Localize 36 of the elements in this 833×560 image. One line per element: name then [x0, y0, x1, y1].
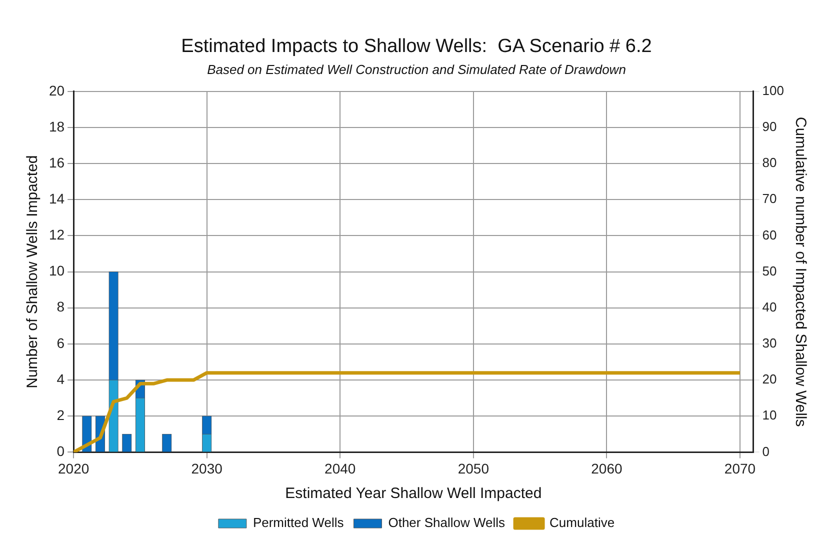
x-axis-title: Estimated Year Shallow Well Impacted — [285, 485, 542, 502]
y-tick-label: 0 — [56, 443, 65, 460]
x-tick-label: 2040 — [324, 460, 356, 476]
y-tick-label: 16 — [48, 154, 65, 170]
legend-label: Cumulative — [550, 515, 615, 530]
y-tick-label: 10 — [48, 262, 65, 279]
y-tick-label: 6 — [56, 334, 65, 351]
y2-tick-label: 80 — [762, 155, 777, 170]
y2-tick-label: 40 — [762, 299, 777, 314]
y-axis-title: Number of Shallow Wells Impacted — [24, 155, 42, 388]
y-tick-label: 2 — [56, 406, 65, 423]
legend-label: Permitted Wells — [252, 515, 344, 530]
chart-subtitle: Based on Estimated Well Construction and Simulated Rate of Drawdown — [206, 62, 627, 77]
y2-tick-label: 0 — [762, 444, 770, 459]
x-tick-label: 2020 — [58, 460, 90, 476]
y2-tick-label: 90 — [762, 119, 777, 134]
x-tick-label: 2070 — [724, 460, 756, 476]
y2-tick-label: 70 — [762, 191, 777, 206]
legend-label: Other Shallow Wells — [388, 515, 506, 530]
y2-tick-label: 50 — [762, 263, 777, 278]
x-tick-label: 2030 — [191, 460, 223, 476]
y-tick-label: 4 — [56, 370, 65, 387]
x-tick-label: 2060 — [591, 460, 622, 476]
y-tick-label: 14 — [48, 190, 65, 206]
y-tick-label: 8 — [56, 298, 65, 315]
y2-tick-label: 10 — [762, 408, 777, 423]
x-tick-label: 2050 — [458, 460, 490, 476]
y2-tick-label: 20 — [762, 372, 777, 387]
y-tick-label: 12 — [48, 226, 65, 243]
y2-tick-label: 60 — [762, 227, 777, 242]
chart-title: Estimated Impacts to Shallow Wells: GA Scenario # 6.2 — [180, 36, 653, 58]
y-tick-label: 18 — [48, 118, 65, 134]
y2-axis-title: Cumulative number of Impacted Shallow Wells — [792, 116, 809, 427]
y2-tick-label: 30 — [762, 336, 777, 351]
y2-tick-label: 100 — [762, 82, 784, 98]
y-tick-label: 20 — [48, 82, 65, 98]
